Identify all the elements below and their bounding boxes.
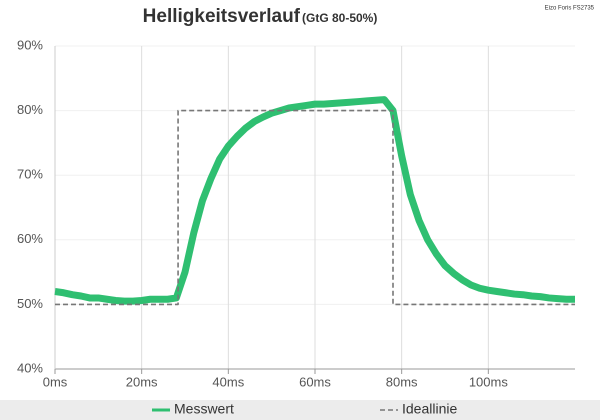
y-tick-label: 60% [17, 231, 43, 246]
series-line [55, 109, 575, 306]
legend-band [0, 400, 600, 420]
y-tick-label: 90% [17, 37, 43, 52]
chart-title: Helligkeitsverlauf [143, 6, 301, 27]
x-tick-label: 0ms [43, 374, 68, 389]
y-tick-label: 50% [17, 296, 43, 311]
x-tick-label: 100ms [469, 374, 509, 389]
x-tick-label: 60ms [299, 374, 331, 389]
x-tick-label: 40ms [212, 374, 244, 389]
y-tick-label: 70% [17, 167, 43, 182]
x-tick-label: 20ms [126, 374, 158, 389]
y-tick-label: 80% [17, 102, 43, 117]
y-tick-label: 40% [17, 360, 43, 375]
annotation: Eizo Foris FS2735 [545, 6, 595, 12]
legend-label: Messwert [174, 401, 234, 417]
chart-subtitle: (GtG 80-50%) [302, 11, 377, 25]
series-line [54, 96, 575, 305]
legend-label: Ideallinie [402, 401, 457, 417]
x-tick-label: 80ms [386, 374, 418, 389]
